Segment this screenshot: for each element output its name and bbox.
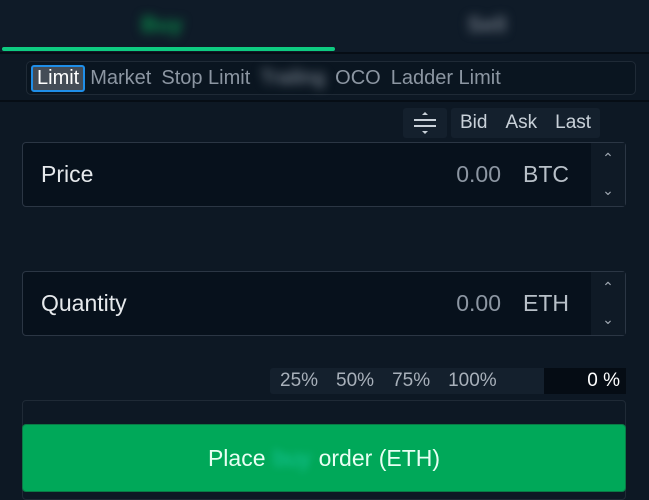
order-type-stop-limit[interactable]: Stop Limit (161, 66, 251, 89)
percent-50[interactable]: 50% (336, 370, 375, 391)
tab-buy-label: Buy (141, 12, 183, 37)
chevron-up-icon[interactable]: ⌃ (602, 279, 614, 296)
tab-sell-label: Sell (467, 12, 507, 37)
tab-sell[interactable]: Sell (325, 0, 649, 50)
divider (0, 52, 649, 54)
order-type-limit[interactable]: Limit (31, 64, 86, 92)
bid-button[interactable]: Bid (460, 112, 488, 133)
price-input[interactable]: Price 0.00 BTC ⌃ ⌄ (22, 142, 626, 207)
place-suffix: order (ETH) (318, 444, 441, 471)
price-value[interactable]: 0.00 (456, 161, 501, 187)
place-side: buy (273, 444, 311, 471)
percent-25[interactable]: 25% (280, 370, 319, 391)
percent-selector: 25% 50% 75% 100% 0 % (270, 368, 626, 394)
chevron-up-icon[interactable]: ⌃ (602, 150, 614, 167)
quantity-label: Quantity (41, 290, 127, 316)
price-stepper[interactable]: ⌃ ⌄ (591, 143, 625, 206)
order-type-ladder-limit[interactable]: Ladder Limit (390, 66, 501, 89)
side-tabs: Buy Sell (0, 0, 649, 52)
percent-75[interactable]: 75% (392, 370, 431, 391)
tab-buy[interactable]: Buy (0, 0, 324, 50)
adjust-icon (414, 112, 436, 134)
price-source-group: Bid Ask Last (451, 108, 601, 138)
divider (0, 100, 649, 102)
price-unit: BTC (523, 161, 569, 187)
adjust-button[interactable] (403, 108, 447, 138)
quantity-value[interactable]: 0.00 (456, 290, 501, 316)
ask-button[interactable]: Ask (505, 112, 538, 133)
price-label: Price (41, 161, 94, 187)
quantity-stepper[interactable]: ⌃ ⌄ (591, 272, 625, 335)
place-label: Place (207, 444, 266, 471)
percent-100[interactable]: 100% (448, 370, 497, 391)
chevron-down-icon[interactable]: ⌄ (602, 181, 614, 198)
quantity-unit: ETH (523, 290, 569, 316)
quantity-input[interactable]: Quantity 0.00 ETH ⌃ ⌄ (22, 271, 626, 336)
last-button[interactable]: Last (555, 112, 592, 133)
active-tab-indicator (2, 47, 335, 51)
order-type-market[interactable]: Market (90, 66, 152, 89)
order-type-oco[interactable]: OCO (335, 66, 381, 89)
percent-input[interactable]: 0 % (544, 368, 626, 394)
chevron-down-icon[interactable]: ⌄ (602, 310, 614, 327)
place-order-button[interactable]: Place buy order (ETH) (22, 424, 626, 492)
order-type-bar: Limit Market Stop Limit Trailing OCO Lad… (26, 61, 636, 95)
order-type-trailing[interactable]: Trailing (260, 66, 326, 89)
price-toolbar: Bid Ask Last (403, 108, 601, 138)
